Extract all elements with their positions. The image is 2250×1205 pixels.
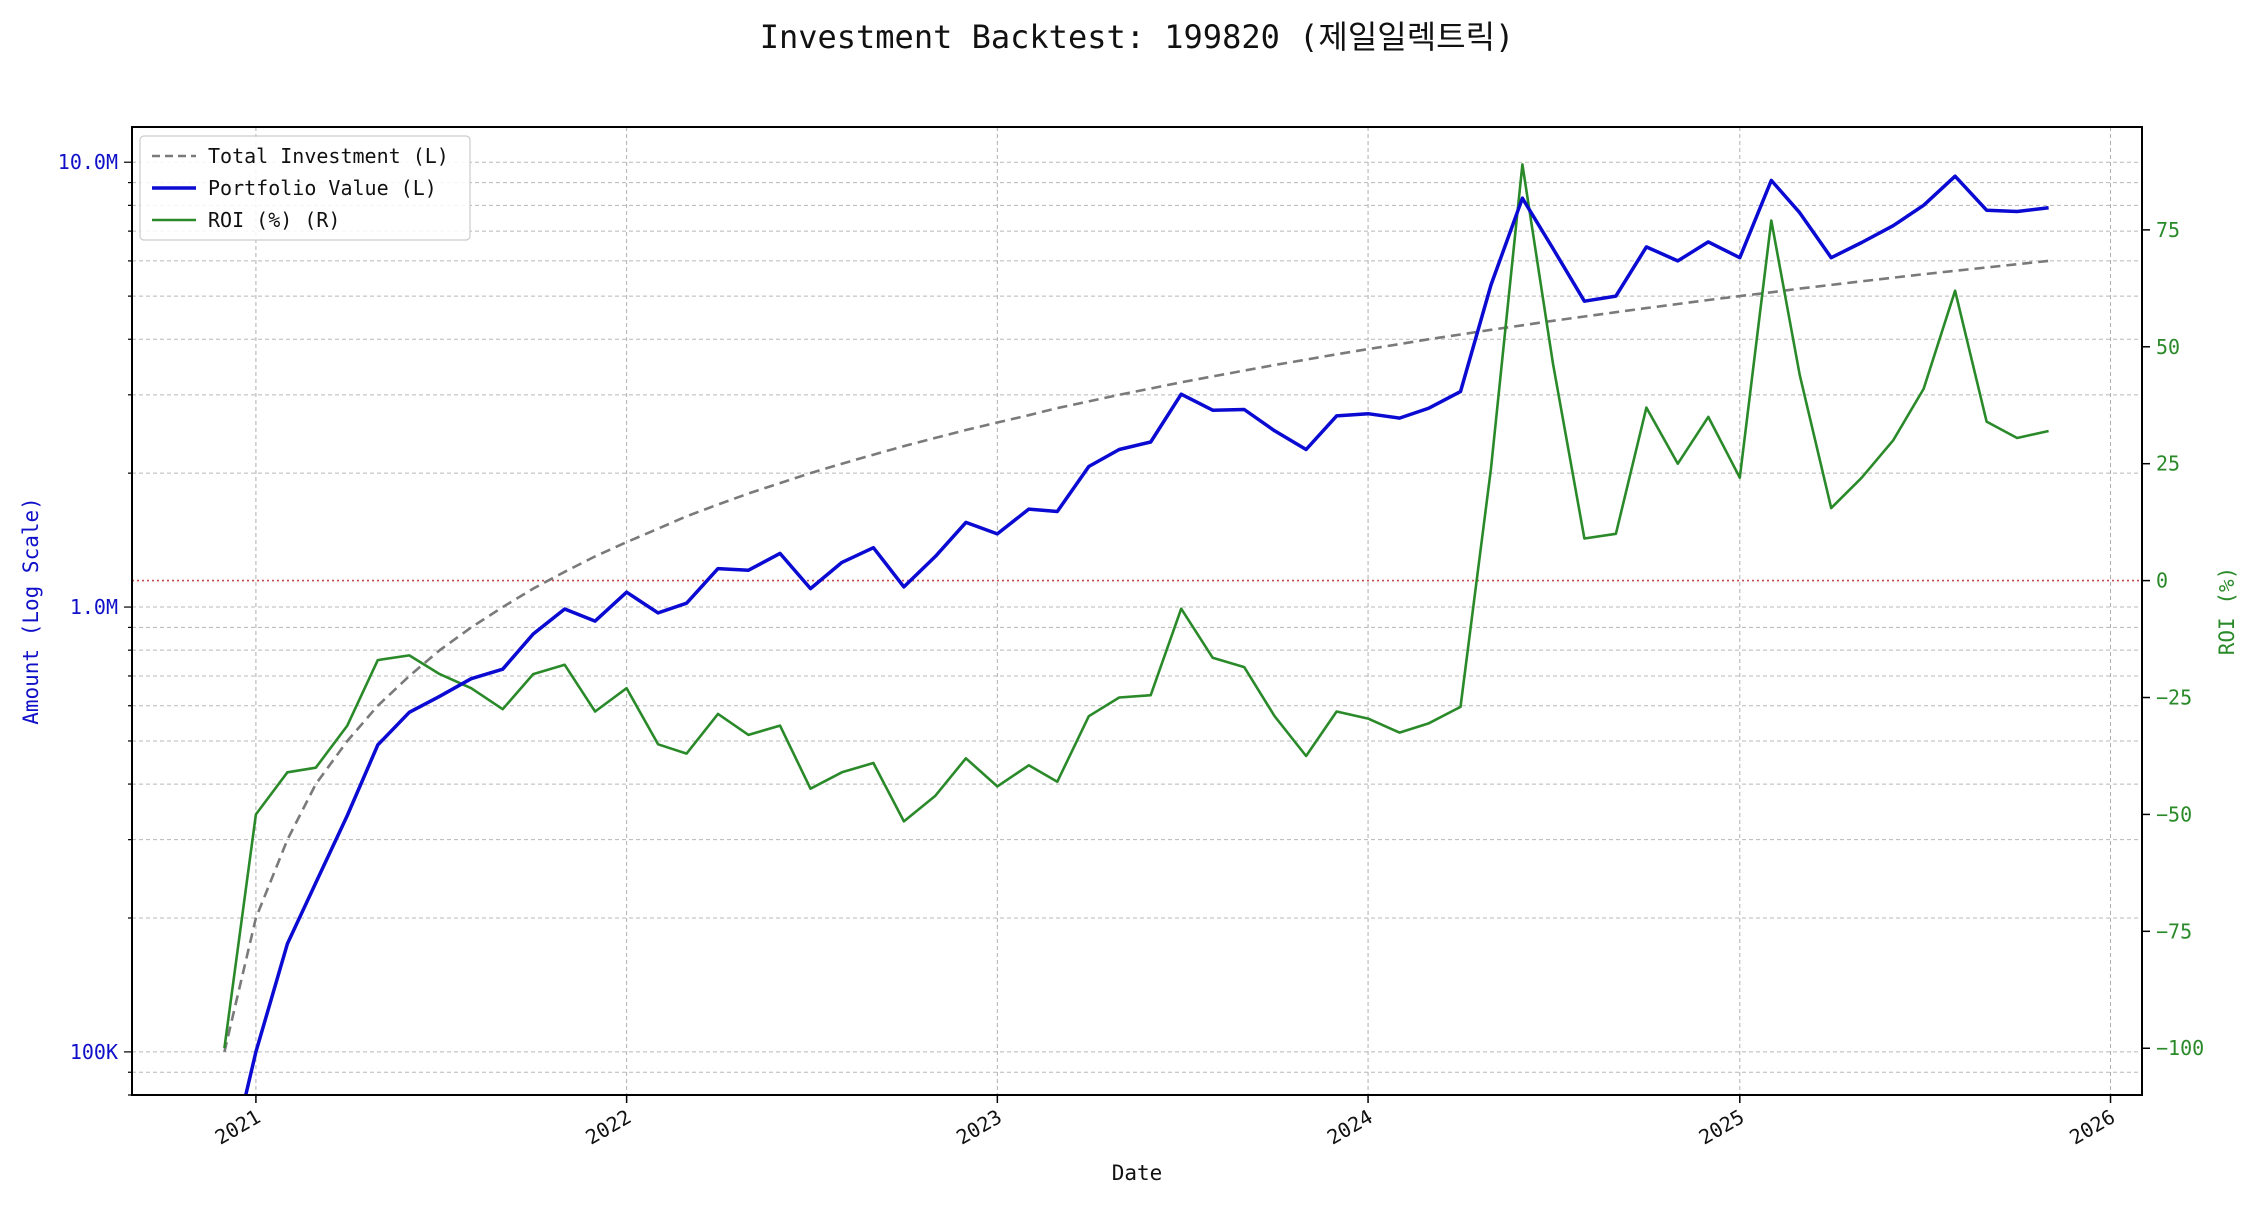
x-tick-label: 2022 <box>581 1105 635 1150</box>
y-right-tick-label: −75 <box>2156 919 2192 943</box>
x-axis-label: Date <box>1112 1161 1163 1185</box>
y-right-tick-label: −25 <box>2156 686 2192 710</box>
y-right-tick-label: 50 <box>2156 335 2180 359</box>
legend-label: Total Investment (L) <box>208 144 449 168</box>
legend-label: ROI (%) (R) <box>208 208 340 232</box>
series-line-roi <box>223 163 2049 1049</box>
x-tick-label: 2023 <box>952 1105 1006 1150</box>
y-left-tick-label: 10.0M <box>58 150 118 174</box>
x-tick-label: 2026 <box>2065 1105 2119 1150</box>
chart-title: Investment Backtest: 199820 (제일일렉트릭) <box>760 18 1515 56</box>
y-right-tick-label: −100 <box>2156 1036 2204 1060</box>
plot-frame <box>131 126 2143 1096</box>
y-right-tick-label: −50 <box>2156 802 2192 826</box>
y-left-tick-label: 1.0M <box>70 595 118 619</box>
y-left-tick-label: 100K <box>70 1040 118 1064</box>
grid-layer <box>132 127 2142 1096</box>
legend-box <box>139 135 471 241</box>
legend: Total Investment (L) Portfolio Value (L) R… <box>139 135 471 241</box>
y-right-tick-label: 0 <box>2156 569 2168 593</box>
y-right-tick-label: 25 <box>2156 452 2180 476</box>
series-line-total-investment <box>223 259 2049 1053</box>
series-line-portfolio-value <box>243 174 2049 1095</box>
y-right-axis-label: ROI (%) <box>2215 567 2239 656</box>
y-left-axis-label: Amount (Log Scale) <box>19 497 43 725</box>
x-tick-label: 2025 <box>1695 1105 1749 1150</box>
y-right-tick-label: 75 <box>2156 218 2180 242</box>
x-tick-label: 2021 <box>211 1105 265 1150</box>
x-tick-label: 2024 <box>1323 1105 1377 1150</box>
legend-label: Portfolio Value (L) <box>208 176 437 200</box>
series-layer <box>223 163 2049 1095</box>
